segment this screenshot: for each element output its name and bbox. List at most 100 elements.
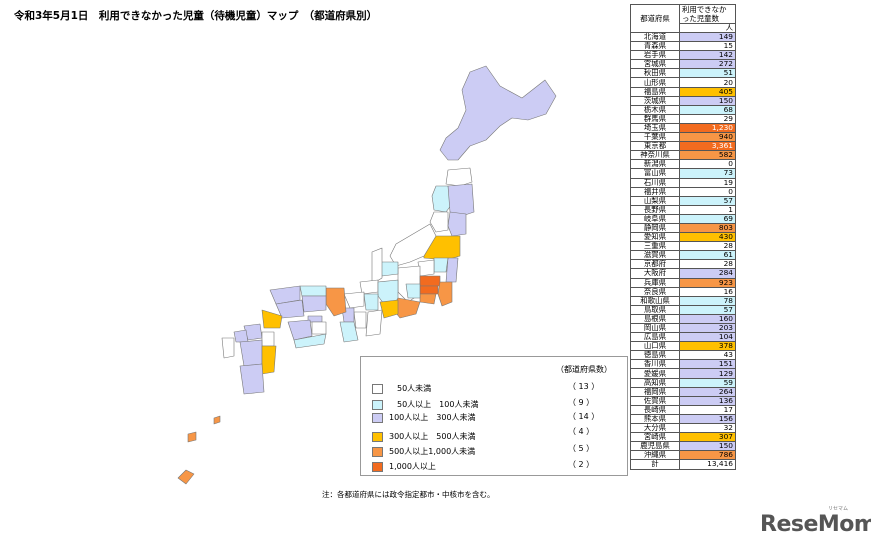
legend-item-500to1000: 500人以上1,000人未満 [372,446,475,457]
column-header-prefecture: 都道府県 [630,4,680,33]
prefecture-name: 長野県 [630,204,680,215]
prefecture-name: 熊本県 [630,413,680,425]
table-row: 岩手県 142 [630,50,736,61]
prefecture-value: 15 [679,41,736,52]
table-row: 愛媛県 129 [630,368,736,379]
table-row: 秋田県 51 [630,68,736,79]
table-row: 兵庫県 923 [630,277,736,288]
legend-count: （ 2 ） [568,460,595,469]
table-row: 香川県 151 [630,359,736,370]
prefecture-region [405,283,421,299]
prefecture-value: 129 [679,368,736,379]
prefecture-name: 新潟県 [630,159,680,170]
table-row: 大阪府 284 [630,268,736,279]
prefecture-name: 福井県 [630,186,680,197]
legend-box [360,356,628,476]
prefecture-name: 福島県 [630,86,680,97]
prefecture-value: 16 [679,286,736,297]
prefecture-region [269,285,301,305]
legend-swatch [372,399,383,410]
legend-swatch [372,431,383,442]
prefecture-region [261,345,277,375]
prefecture-name: 岡山県 [630,322,680,334]
prefecture-name: 静岡県 [630,222,680,234]
map-footnote: 注：各都道府県には政令指定都市・中核市を含む。 [322,490,495,499]
prefecture-name: 秋田県 [630,68,680,79]
total-label: 計 [630,459,680,470]
legend-label: 300人以上 500人未満 [389,432,476,441]
prefecture-value: 142 [679,50,736,61]
prefecture-region [221,337,235,359]
prefecture-name: 三重県 [630,241,680,252]
prefecture-value: 20 [679,77,736,88]
prefecture-value: 786 [679,450,736,461]
prefecture-value: 136 [679,395,736,406]
prefecture-value: 57 [679,304,736,315]
legend-count: （ 5 ） [568,444,595,453]
prefecture-name: 北海道 [630,31,680,43]
table-row: 岡山県 203 [630,322,736,334]
table-row: 神奈川県 582 [630,150,736,161]
prefecture-value: 104 [679,332,736,343]
prefecture-value: 264 [679,386,736,397]
prefecture-value: 59 [679,377,736,388]
legend-label: 50人以上 100人未満 [389,400,479,409]
prefecture-value: 28 [679,241,736,252]
prefecture-name: 茨城県 [630,95,680,106]
prefecture-region [419,285,439,295]
prefecture-name: 千葉県 [630,132,680,143]
prefecture-value: 149 [679,31,736,43]
prefecture-region [233,329,249,343]
prefecture-name: 愛知県 [630,232,680,243]
prefecture-value: 1 [679,204,736,215]
prefecture-value: 78 [679,295,736,306]
prefecture-value: 0 [679,159,736,170]
table-row: 三重県 28 [630,241,736,252]
table-row: 東京都 3,361 [630,141,736,152]
prefecture-name: 奈良県 [630,286,680,297]
legend-swatch [372,461,383,472]
prefecture-region [371,247,383,285]
prefecture-name: 広島県 [630,332,680,343]
prefecture-name: 香川県 [630,359,680,370]
table-row: 滋賀県 61 [630,250,736,261]
prefecture-name: 岐阜県 [630,213,680,224]
table-row: 福島県 405 [630,86,736,97]
prefecture-region [239,339,263,367]
prefecture-region [379,299,399,319]
table-row: 佐賀県 136 [630,395,736,406]
prefecture-region [293,333,327,349]
legend-count: （ 14 ） [568,412,600,421]
prefecture-name: 愛媛県 [630,368,680,379]
table-row: 宮城県 272 [630,59,736,70]
prefecture-region [439,65,557,161]
prefecture-region [287,319,313,341]
prefecture-name: 佐賀県 [630,395,680,406]
prefecture-value: 150 [679,95,736,106]
prefecture-name: 青森県 [630,41,680,52]
prefecture-region [437,281,453,307]
prefecture-name: 長崎県 [630,404,680,415]
prefecture-region [325,287,347,317]
table-row: 福井県 0 [630,186,736,197]
legend-item-lt50: 50人未満 [372,383,431,394]
prefecture-region [363,293,379,311]
prefecture-value: 1,230 [679,122,736,134]
table-row: 島根県 160 [630,313,736,325]
prefecture-region [417,259,435,277]
prefecture-data-table: 都道府県 利用できなかった児童数 人 北海道 149 青森県 15 岩手県 142 宮城県 2… [630,4,736,470]
prefecture-value: 284 [679,268,736,279]
table-row: 長崎県 17 [630,404,736,415]
prefecture-value: 582 [679,150,736,161]
table-row: 山形県 20 [630,77,736,88]
table-row: 大分県 32 [630,423,736,434]
table-row: 石川県 19 [630,177,736,188]
total-value: 13,416 [679,459,736,470]
map-title: 令和3年5月1日 利用できなかった児童（待機児童）マップ （都道府県別） [14,10,378,22]
prefecture-value: 156 [679,413,736,425]
prefecture-name: 山梨県 [630,195,680,206]
legend-swatch [372,383,383,394]
table-row: 沖縄県 786 [630,450,736,461]
prefecture-region [311,321,327,335]
prefecture-region [365,309,383,337]
